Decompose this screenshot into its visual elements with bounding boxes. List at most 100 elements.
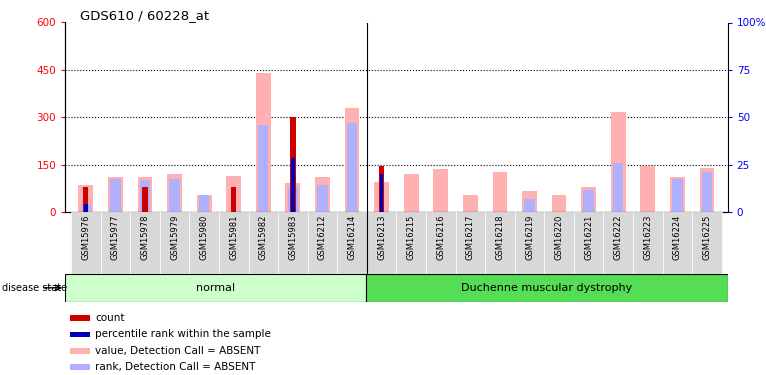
- Bar: [670, 177, 685, 212]
- Bar: [286, 183, 300, 212]
- Bar: [70, 348, 90, 354]
- Bar: [108, 177, 123, 212]
- Text: GSM16225: GSM16225: [702, 215, 712, 260]
- Bar: [100, 212, 130, 274]
- Text: GSM15980: GSM15980: [200, 215, 208, 260]
- Bar: [130, 212, 160, 274]
- Text: GSM16223: GSM16223: [643, 215, 653, 261]
- Bar: [258, 125, 268, 212]
- Text: count: count: [95, 313, 125, 323]
- Bar: [522, 191, 537, 212]
- Bar: [308, 212, 337, 274]
- Text: disease state: disease state: [2, 283, 67, 293]
- Text: GSM16222: GSM16222: [614, 215, 623, 260]
- Text: GSM15976: GSM15976: [81, 215, 90, 261]
- Bar: [397, 212, 426, 274]
- Bar: [80, 204, 91, 212]
- Bar: [347, 123, 357, 212]
- Bar: [71, 212, 100, 274]
- Bar: [463, 195, 478, 212]
- Text: GSM16215: GSM16215: [407, 215, 416, 260]
- Bar: [65, 274, 366, 302]
- Bar: [169, 179, 180, 212]
- Bar: [78, 185, 93, 212]
- Text: GSM15977: GSM15977: [111, 215, 120, 261]
- Bar: [226, 176, 241, 212]
- Bar: [317, 185, 328, 212]
- Bar: [288, 188, 298, 212]
- Bar: [70, 332, 90, 337]
- Text: GSM16216: GSM16216: [437, 215, 445, 261]
- Bar: [256, 73, 270, 212]
- Bar: [278, 212, 308, 274]
- Bar: [485, 212, 515, 274]
- Bar: [545, 212, 574, 274]
- Bar: [290, 117, 296, 212]
- Bar: [337, 212, 367, 274]
- Bar: [291, 158, 295, 212]
- Bar: [83, 187, 89, 212]
- Bar: [70, 315, 90, 321]
- Bar: [197, 195, 211, 212]
- Bar: [493, 172, 507, 212]
- Bar: [231, 187, 237, 212]
- Bar: [138, 177, 152, 212]
- Bar: [611, 112, 626, 212]
- Text: GSM15978: GSM15978: [140, 215, 149, 261]
- Text: GSM16213: GSM16213: [377, 215, 386, 261]
- Bar: [219, 212, 248, 274]
- Bar: [663, 212, 692, 274]
- Text: GSM16221: GSM16221: [584, 215, 593, 260]
- Text: GSM16217: GSM16217: [466, 215, 475, 261]
- Text: GSM16219: GSM16219: [525, 215, 534, 260]
- Bar: [110, 179, 120, 212]
- Bar: [581, 187, 596, 212]
- Bar: [366, 274, 728, 302]
- Bar: [699, 168, 715, 212]
- Bar: [604, 212, 633, 274]
- Bar: [189, 212, 219, 274]
- Bar: [515, 212, 545, 274]
- Bar: [140, 180, 150, 212]
- Bar: [404, 174, 418, 212]
- Text: percentile rank within the sample: percentile rank within the sample: [95, 329, 271, 339]
- Bar: [426, 212, 456, 274]
- Bar: [584, 190, 594, 212]
- Bar: [692, 212, 722, 274]
- Bar: [640, 166, 655, 212]
- Bar: [84, 204, 87, 212]
- Bar: [673, 179, 683, 212]
- Bar: [375, 182, 389, 212]
- Bar: [434, 169, 448, 212]
- Bar: [613, 163, 624, 212]
- Bar: [367, 212, 397, 274]
- Text: GDS610 / 60228_at: GDS610 / 60228_at: [80, 9, 210, 22]
- Bar: [633, 212, 663, 274]
- Text: normal: normal: [196, 283, 235, 293]
- Text: GSM16218: GSM16218: [496, 215, 505, 261]
- Text: value, Detection Call = ABSENT: value, Detection Call = ABSENT: [95, 346, 260, 356]
- Bar: [160, 212, 189, 274]
- Bar: [167, 174, 182, 212]
- Text: GSM15979: GSM15979: [170, 215, 179, 260]
- Bar: [552, 195, 567, 212]
- Bar: [574, 212, 604, 274]
- Text: Duchenne muscular dystrophy: Duchenne muscular dystrophy: [461, 283, 633, 293]
- Text: GSM16212: GSM16212: [318, 215, 327, 260]
- Bar: [142, 187, 148, 212]
- Bar: [380, 174, 384, 212]
- Bar: [702, 172, 712, 212]
- Bar: [199, 195, 209, 212]
- Bar: [456, 212, 485, 274]
- Text: GSM16214: GSM16214: [348, 215, 356, 260]
- Text: GSM15981: GSM15981: [229, 215, 238, 260]
- Bar: [315, 177, 330, 212]
- Bar: [345, 108, 359, 212]
- Bar: [525, 199, 535, 212]
- Text: GSM16220: GSM16220: [555, 215, 564, 260]
- Bar: [248, 212, 278, 274]
- Bar: [379, 166, 385, 212]
- Text: GSM16224: GSM16224: [673, 215, 682, 260]
- Text: rank, Detection Call = ABSENT: rank, Detection Call = ABSENT: [95, 362, 256, 372]
- Bar: [70, 364, 90, 370]
